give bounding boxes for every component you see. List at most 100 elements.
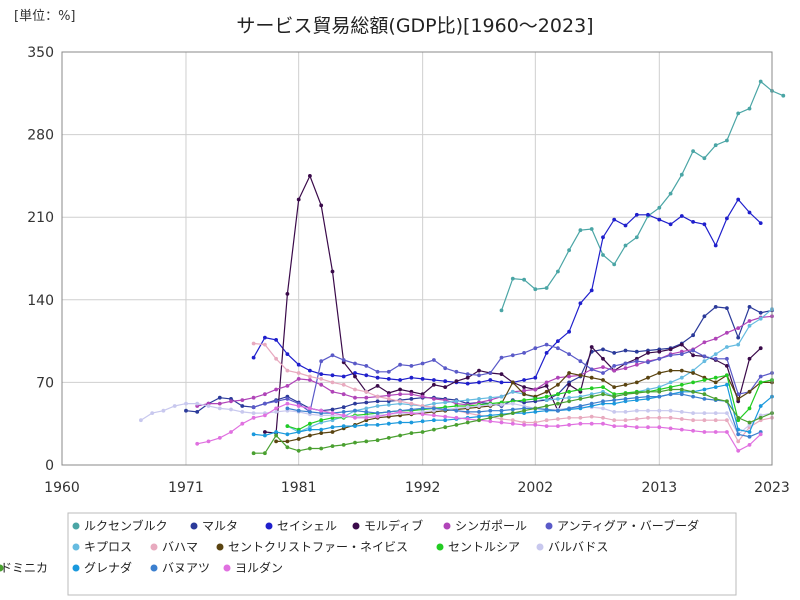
data-point bbox=[488, 378, 493, 382]
data-point bbox=[465, 398, 470, 402]
data-point bbox=[488, 419, 493, 424]
data-point bbox=[251, 411, 256, 415]
data-point bbox=[477, 414, 481, 419]
data-point bbox=[285, 397, 290, 401]
data-point bbox=[601, 421, 605, 426]
data-point bbox=[443, 418, 448, 423]
data-point bbox=[432, 406, 436, 411]
data-point bbox=[544, 418, 549, 423]
data-point bbox=[556, 424, 560, 428]
legend-label: アンティグア・バーブーダ bbox=[557, 518, 699, 533]
data-point bbox=[556, 339, 560, 343]
data-point bbox=[510, 276, 515, 281]
data-point bbox=[601, 356, 605, 361]
data-point bbox=[556, 408, 560, 413]
data-point bbox=[758, 415, 763, 420]
data-point bbox=[736, 439, 741, 444]
data-point bbox=[612, 217, 617, 222]
legend-label: キプロス bbox=[84, 540, 132, 554]
data-point bbox=[274, 387, 278, 392]
data-point bbox=[477, 404, 481, 408]
data-point bbox=[747, 420, 752, 425]
data-point bbox=[341, 374, 346, 379]
data-point bbox=[758, 380, 763, 385]
data-point bbox=[533, 346, 538, 351]
data-point bbox=[679, 427, 684, 432]
data-point bbox=[589, 414, 594, 419]
data-point bbox=[285, 445, 290, 450]
data-point bbox=[522, 277, 526, 282]
data-point bbox=[533, 387, 538, 392]
data-point bbox=[725, 306, 729, 310]
data-point bbox=[353, 361, 357, 366]
legend-label: セイシェル bbox=[277, 519, 337, 533]
data-point bbox=[702, 397, 707, 401]
data-point bbox=[296, 448, 301, 453]
data-point bbox=[409, 397, 414, 401]
data-point bbox=[409, 407, 414, 412]
data-point bbox=[713, 336, 718, 341]
data-point bbox=[589, 227, 594, 231]
data-point bbox=[398, 378, 402, 382]
data-point bbox=[319, 382, 324, 387]
data-point bbox=[522, 388, 526, 393]
legend-label: モルディブ bbox=[364, 518, 423, 533]
data-point bbox=[601, 378, 605, 382]
data-point bbox=[375, 394, 380, 399]
data-point bbox=[398, 387, 402, 392]
data-point bbox=[341, 410, 346, 414]
data-point bbox=[702, 392, 707, 397]
data-point bbox=[758, 310, 763, 315]
data-point bbox=[702, 387, 707, 392]
data-point bbox=[195, 401, 200, 406]
legend-marker bbox=[72, 543, 80, 551]
data-point bbox=[341, 443, 346, 447]
data-point bbox=[612, 351, 617, 355]
data-point bbox=[251, 432, 256, 437]
data-point bbox=[589, 394, 594, 399]
series-line bbox=[264, 174, 762, 434]
data-point bbox=[499, 394, 504, 399]
data-point bbox=[747, 406, 752, 411]
data-point bbox=[330, 389, 335, 394]
data-point bbox=[308, 378, 312, 382]
data-point bbox=[353, 415, 357, 420]
data-point bbox=[601, 235, 605, 240]
data-point bbox=[386, 369, 391, 374]
data-point bbox=[375, 384, 380, 388]
data-point bbox=[747, 210, 752, 215]
data-point bbox=[386, 436, 391, 440]
data-point bbox=[702, 378, 707, 382]
data-point bbox=[477, 397, 481, 401]
legend-marker bbox=[150, 564, 158, 572]
data-point bbox=[646, 360, 650, 365]
data-point bbox=[251, 415, 256, 420]
data-point bbox=[263, 401, 267, 406]
data-point bbox=[736, 111, 741, 116]
series-layer bbox=[139, 79, 786, 456]
data-point bbox=[702, 418, 707, 423]
data-point bbox=[341, 424, 346, 428]
data-point bbox=[522, 408, 526, 413]
data-point bbox=[454, 423, 459, 427]
data-point bbox=[691, 333, 695, 338]
data-point bbox=[612, 364, 617, 368]
data-point bbox=[353, 408, 357, 413]
data-point bbox=[758, 374, 763, 379]
data-point bbox=[736, 432, 741, 437]
data-point bbox=[409, 411, 414, 415]
data-point bbox=[679, 392, 684, 397]
data-point bbox=[409, 420, 414, 425]
data-point bbox=[679, 382, 684, 387]
data-point bbox=[398, 410, 402, 414]
data-point bbox=[263, 433, 267, 438]
data-point bbox=[285, 384, 290, 388]
data-point bbox=[657, 356, 662, 361]
data-point bbox=[432, 378, 436, 382]
data-point bbox=[375, 411, 380, 415]
data-point bbox=[781, 93, 786, 98]
data-point bbox=[465, 375, 470, 380]
data-point bbox=[634, 417, 639, 421]
data-point bbox=[702, 411, 707, 415]
data-point bbox=[465, 381, 470, 386]
